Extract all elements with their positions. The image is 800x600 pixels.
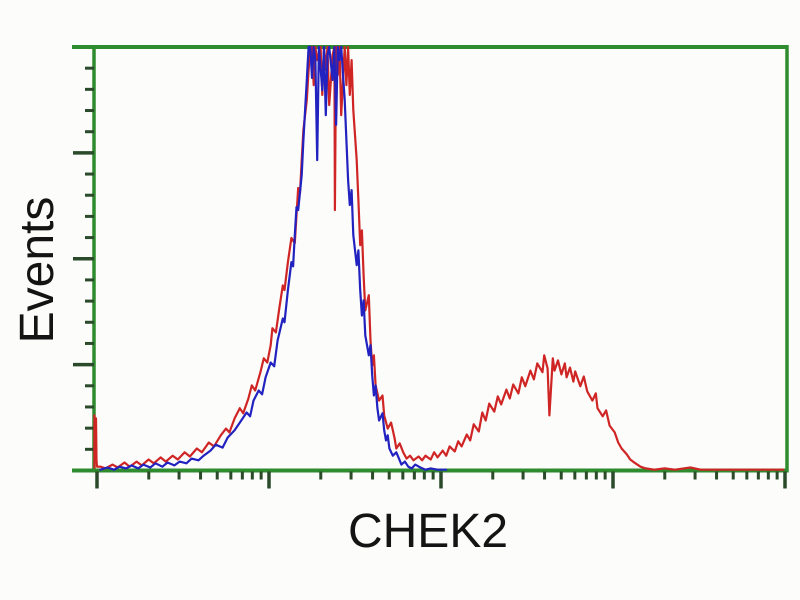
histogram-series xyxy=(93,45,785,471)
y-axis-label: Events xyxy=(11,197,64,344)
blue-histogram-control-trace xyxy=(99,45,448,471)
red-histogram-CHEK2-antibody-trace xyxy=(93,45,785,471)
y-axis-ticks xyxy=(73,66,94,451)
x-axis-ticks xyxy=(95,471,787,489)
x-axis-label: CHEK2 xyxy=(348,505,508,558)
plot-frame xyxy=(72,45,789,473)
